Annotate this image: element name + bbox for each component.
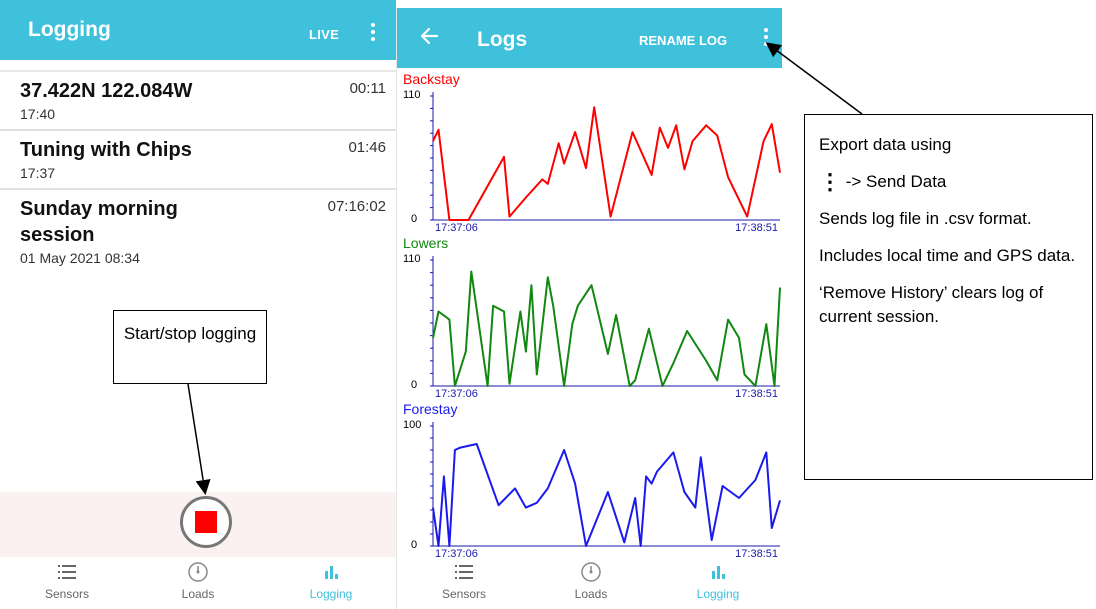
nav-sensors[interactable]: Sensors xyxy=(409,561,519,601)
backstay-chart: Backstay 110 0 17:37:06 17:38:51 xyxy=(397,70,782,232)
nav-label: Logging xyxy=(696,587,740,601)
series-line xyxy=(432,270,781,387)
bottom-nav: Sensors Loads Logging xyxy=(397,557,782,609)
y-tick-label: 100 xyxy=(403,419,421,431)
log-item-2[interactable]: Sunday morning session 07:16:02 01 May 2… xyxy=(0,188,396,273)
log-time: 17:37 xyxy=(20,165,56,181)
y-tick-label: 0 xyxy=(411,213,417,225)
chart-title: Forestay xyxy=(403,401,457,417)
log-list: 37.422N 122.084W 00:11 17:40 Tuning with… xyxy=(0,70,396,273)
chart-svg: Backstay 110 0 17:37:06 17:38:51 xyxy=(403,71,781,232)
series-line xyxy=(432,443,781,547)
list-icon xyxy=(452,561,476,583)
log-time: 01 May 2021 08:34 xyxy=(20,250,140,266)
nav-label: Loads xyxy=(181,587,215,601)
overflow-menu-icon[interactable] xyxy=(366,21,380,43)
callout-line: Export data using xyxy=(819,135,952,154)
x-tick-label: 17:37:06 xyxy=(435,548,478,558)
x-tick-label: 17:37:06 xyxy=(435,388,478,398)
logging-screen: Logging LIVE 37.422N 122.084W 00:11 17:4… xyxy=(0,0,396,609)
chart-svg: Forestay 100 0 17:37:06 17:38:51 xyxy=(403,401,781,558)
nav-label: Sensors xyxy=(44,587,90,601)
callout-line: Sends log file in .csv format. xyxy=(819,209,1032,228)
start-stop-record-button[interactable] xyxy=(180,496,232,548)
x-tick-label: 17:38:51 xyxy=(735,548,778,558)
nav-logging[interactable]: Logging xyxy=(663,561,773,601)
overflow-menu-icon[interactable] xyxy=(759,26,773,48)
callout-text: -> Send Data xyxy=(845,172,947,191)
chart-title: Lowers xyxy=(403,235,448,251)
nav-label: Loads xyxy=(574,587,608,601)
stop-square-icon xyxy=(195,511,217,533)
log-duration: 01:46 xyxy=(348,139,386,156)
callout-line: ⋮ -> Send Data xyxy=(819,170,1078,194)
live-button[interactable]: LIVE xyxy=(309,27,340,42)
export-arrow xyxy=(765,42,863,115)
nav-label: Logging xyxy=(309,587,353,601)
log-item-1[interactable]: Tuning with Chips 01:46 17:37 xyxy=(0,129,396,188)
rename-log-button[interactable]: RENAME LOG xyxy=(639,33,728,48)
x-tick-label: 17:38:51 xyxy=(735,222,778,232)
list-icon xyxy=(55,561,79,583)
vertical-dots-icon: ⋮ xyxy=(819,169,841,194)
y-tick-label: 0 xyxy=(411,539,417,551)
logging-appbar: Logging LIVE xyxy=(0,0,396,60)
lowers-chart: Lowers 110 0 17:37:06 17:38:51 xyxy=(397,234,782,398)
y-tick-label: 0 xyxy=(411,379,417,391)
log-name: Tuning with Chips xyxy=(20,139,192,161)
nav-logging[interactable]: Logging xyxy=(276,561,386,601)
y-tick-label: 110 xyxy=(403,253,421,265)
log-name: Sunday morning session xyxy=(20,198,178,246)
back-arrow-icon[interactable] xyxy=(417,24,441,48)
nav-sensors[interactable]: Sensors xyxy=(12,561,122,601)
y-tick-label: 110 xyxy=(403,89,421,101)
page-title: Logging xyxy=(28,18,111,41)
gauge-icon xyxy=(186,561,210,583)
callout-line: Includes local time and GPS data. xyxy=(819,246,1076,265)
bar-chart-icon xyxy=(319,561,343,583)
nav-label: Sensors xyxy=(441,587,487,601)
x-tick-label: 17:38:51 xyxy=(735,388,778,398)
log-duration: 07:16:02 xyxy=(327,198,386,215)
nav-loads[interactable]: Loads xyxy=(536,561,646,601)
log-item-0[interactable]: 37.422N 122.084W 00:11 17:40 xyxy=(0,70,396,129)
page-title: Logs xyxy=(477,28,528,51)
nav-loads[interactable]: Loads xyxy=(143,561,253,601)
series-line xyxy=(432,106,781,221)
record-area xyxy=(0,492,396,558)
bar-chart-icon xyxy=(706,561,730,583)
chart-title: Backstay xyxy=(403,71,460,87)
x-tick-label: 17:37:06 xyxy=(435,222,478,232)
start-stop-callout: Start/stop logging xyxy=(113,310,267,384)
log-duration: 00:11 xyxy=(349,80,386,97)
log-time: 17:40 xyxy=(20,106,56,122)
export-callout: Export data using ⋮ -> Send Data Sends l… xyxy=(804,114,1093,480)
forestay-chart: Forestay 100 0 17:37:06 17:38:51 xyxy=(397,400,782,558)
log-name: 37.422N 122.084W xyxy=(20,80,193,102)
bottom-nav: Sensors Loads Logging xyxy=(0,557,396,609)
callout-line: ‘Remove History’ clears log of current s… xyxy=(819,283,1044,326)
logs-appbar: Logs RENAME LOG xyxy=(397,8,782,68)
gauge-icon xyxy=(579,561,603,583)
logs-screen: Logs RENAME LOG Backstay 110 0 17:37:06 17:3… xyxy=(396,8,782,609)
chart-svg: Lowers 110 0 17:37:06 17:38:51 xyxy=(403,235,781,398)
